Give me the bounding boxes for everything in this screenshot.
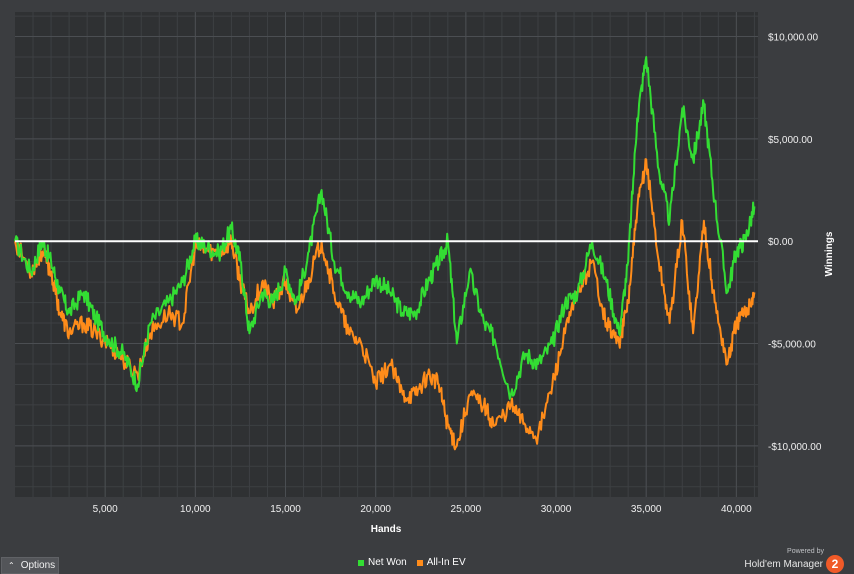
x-axis-ticks: 5,000 10,000 15,000 20,000 25,000 30,000 35,00…	[93, 504, 752, 515]
x-tick-label: 30,000	[541, 504, 572, 515]
x-tick-label: 40,000	[721, 504, 752, 515]
options-label: Options	[20, 560, 56, 571]
series-lines	[14, 56, 758, 451]
x-tick-label: 15,000	[270, 504, 301, 515]
product-name: Hold'em Manager	[744, 558, 823, 570]
x-tick-label: 25,000	[451, 504, 482, 515]
holdem-manager-logo-icon: 2	[826, 555, 844, 573]
legend-item-net-won[interactable]: Net Won	[358, 557, 407, 568]
powered-by-text: Powered by	[787, 548, 824, 555]
y-axis-ticks: $10,000.00 $5,000.00 $0.00 -$5,000.00 -$10,0…	[768, 33, 822, 453]
chevron-up-icon: ⌃	[8, 561, 15, 570]
y-tick-label: $0.00	[768, 237, 793, 248]
y-tick-label: -$5,000.00	[768, 340, 816, 351]
legend: Net Won All-In EV	[358, 557, 466, 568]
x-axis-label: Hands	[371, 524, 402, 535]
branding: Powered by Hold'em Manager 2	[744, 548, 844, 573]
plot-area	[15, 12, 758, 497]
y-tick-label: -$10,000.00	[768, 442, 822, 453]
y-tick-label: $10,000.00	[768, 33, 818, 44]
legend-swatch-all-in-ev	[416, 559, 423, 566]
x-tick-label: 5,000	[93, 504, 118, 515]
legend-item-all-in-ev[interactable]: All-In EV	[416, 557, 466, 568]
legend-label-net-won: Net Won	[368, 557, 407, 568]
grid	[15, 12, 758, 497]
series-line-net-won	[14, 56, 756, 400]
x-tick-label: 35,000	[631, 504, 662, 515]
legend-label-all-in-ev: All-In EV	[426, 557, 466, 568]
x-tick-label: 10,000	[180, 504, 211, 515]
x-tick-label: 20,000	[360, 504, 391, 515]
legend-swatch-net-won	[358, 559, 364, 566]
y-tick-label: $5,000.00	[768, 135, 813, 146]
options-button[interactable]: ⌃ Options	[1, 557, 59, 574]
y-axis-label: Winnings	[824, 231, 835, 276]
